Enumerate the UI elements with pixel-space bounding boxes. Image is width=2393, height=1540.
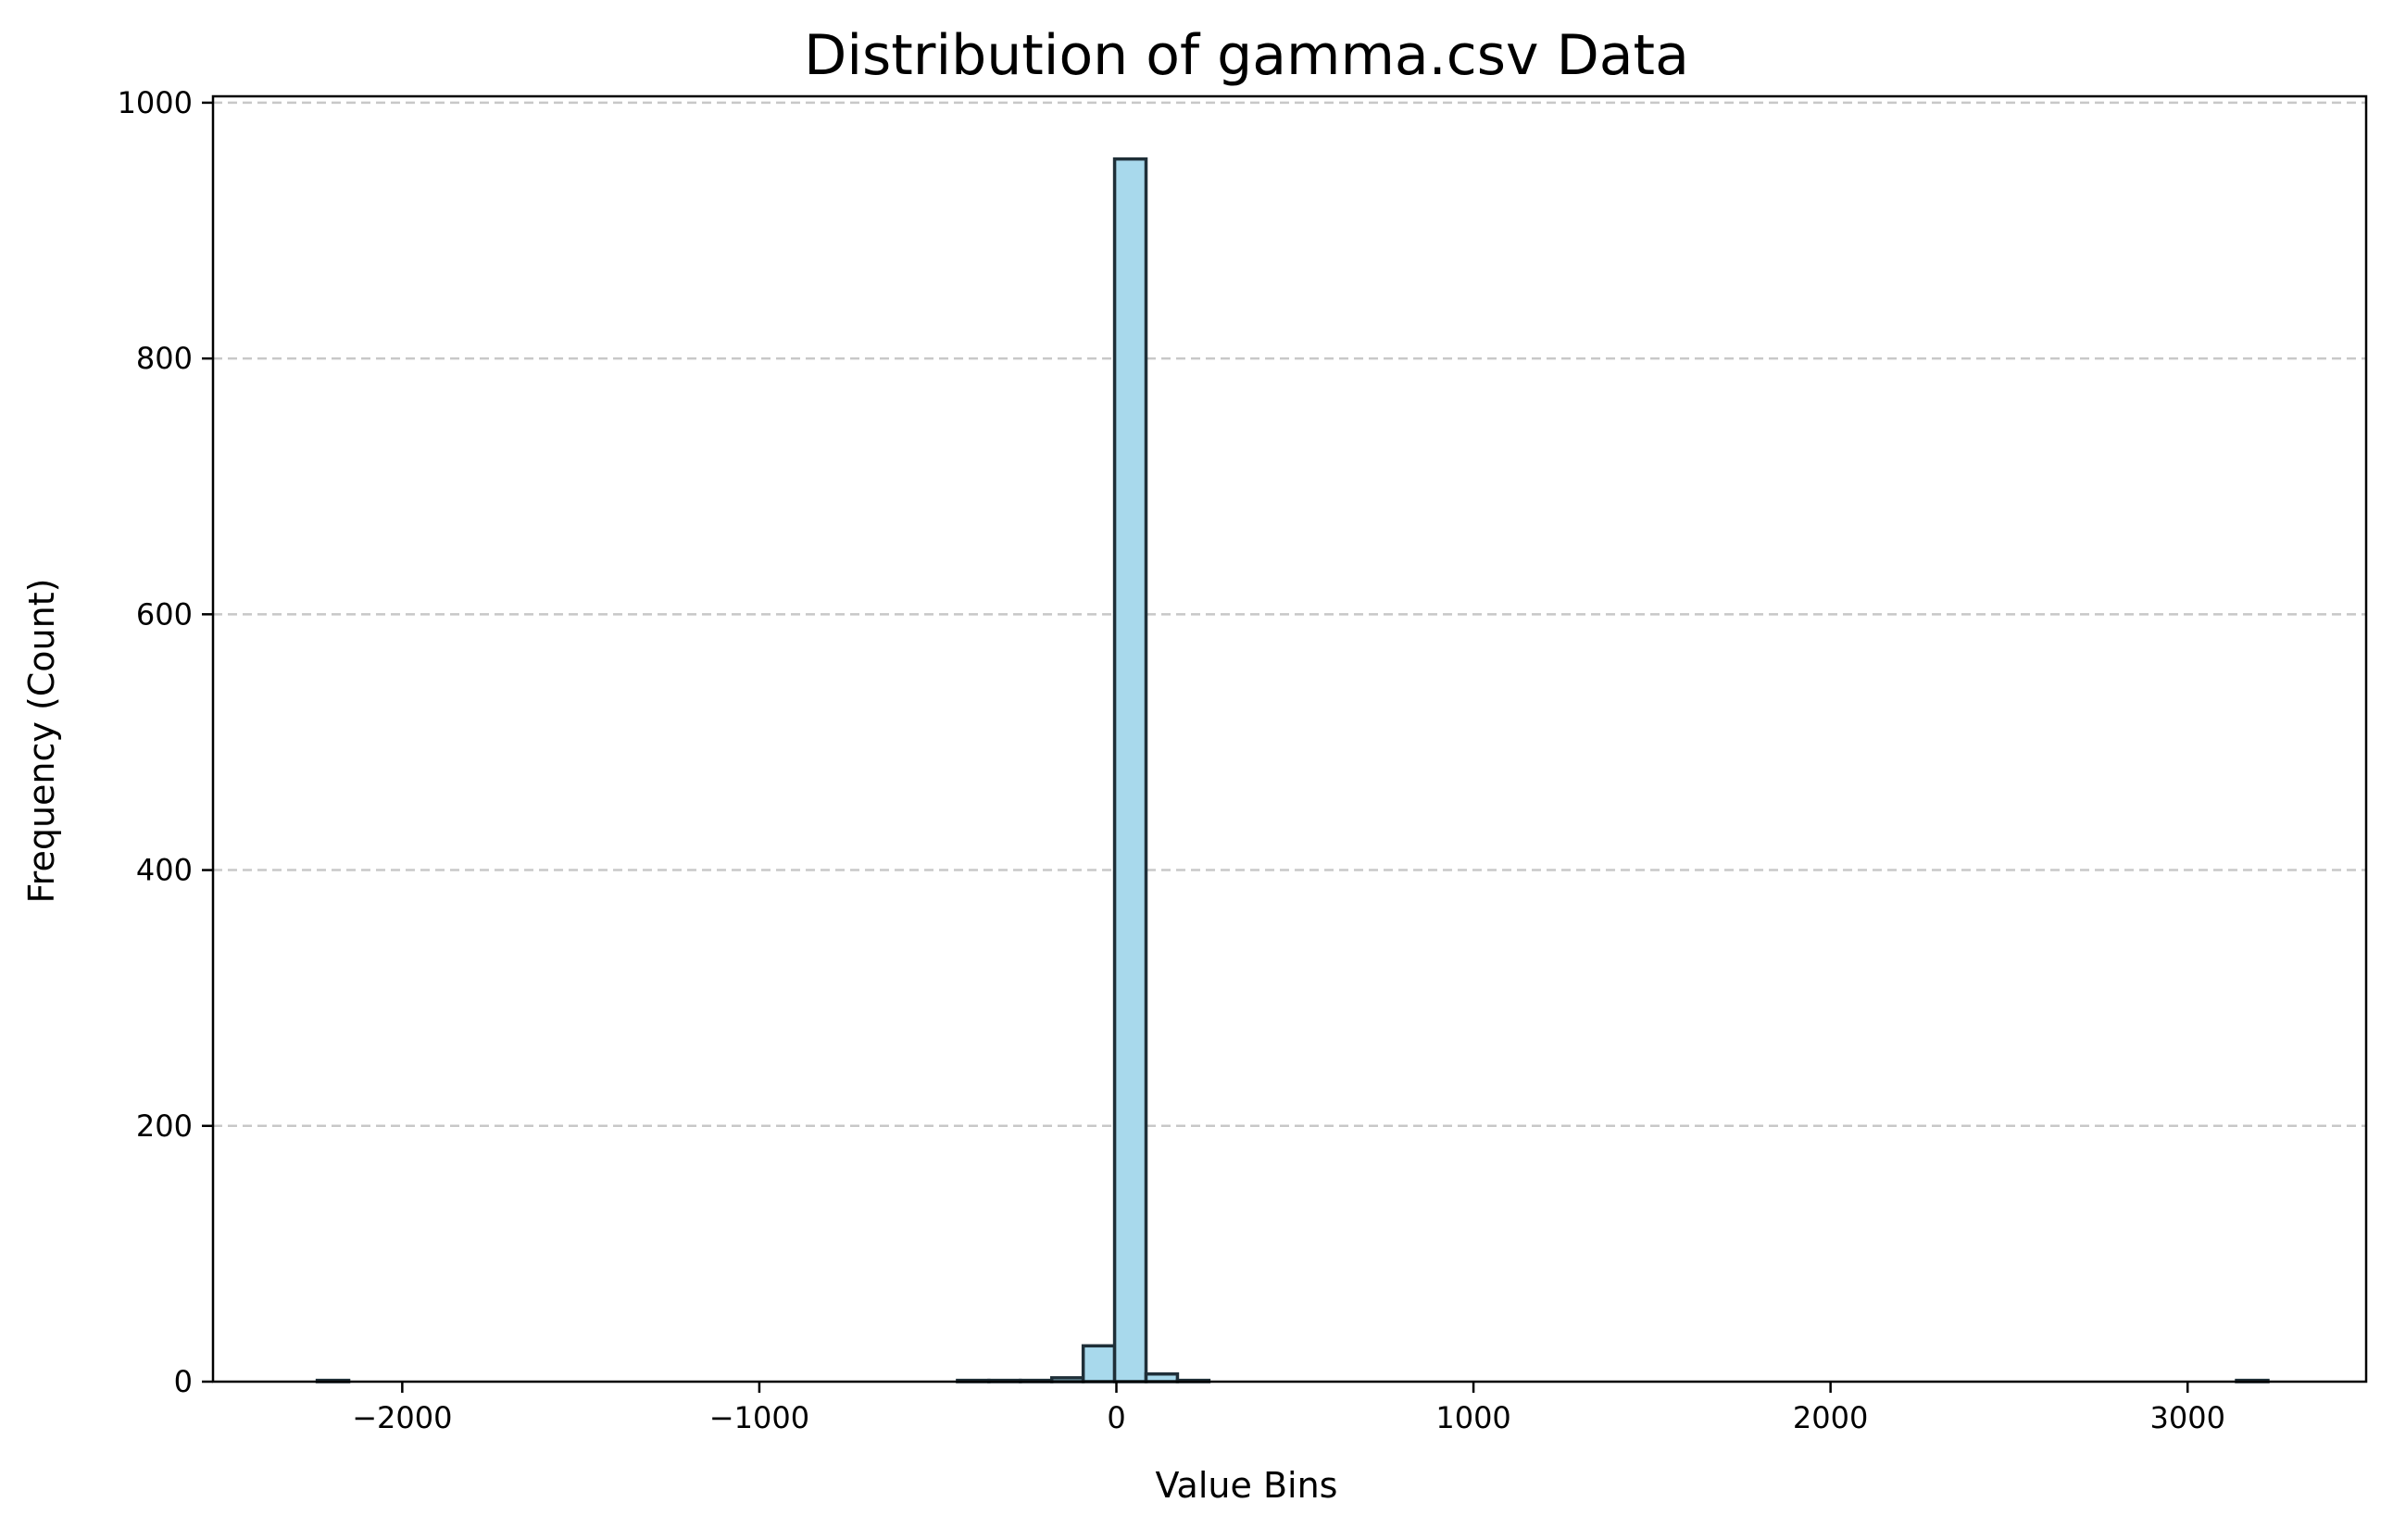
x-axis-label: Value Bins: [1156, 1465, 1338, 1506]
grid-lines: [213, 101, 2366, 1128]
x-tick-label: 3000: [2149, 1400, 2224, 1435]
x-tick-label: 0: [1107, 1400, 1125, 1435]
histogram-bar: [1112, 157, 1148, 1383]
y-tick-label: 0: [174, 1364, 193, 1399]
histogram-bar: [1081, 1344, 1117, 1383]
chart-title: Distribution of gamma.csv Data: [804, 23, 1689, 88]
y-tick-label: 800: [136, 341, 193, 376]
x-tick-label: 1000: [1435, 1400, 1510, 1435]
x-tick-label: 2000: [1793, 1400, 1868, 1435]
x-tick-label: −2000: [352, 1400, 452, 1435]
axes: −2000 −1000 0 1000 2000 3000 0 200 400 600 800 1000: [118, 85, 2368, 1435]
y-tick-label: 400: [136, 853, 193, 888]
y-axis-label: Frequency (Count): [21, 579, 62, 904]
x-tick-label: −1000: [709, 1400, 809, 1435]
y-tick-label: 1000: [118, 85, 193, 120]
plot-frame: [211, 94, 2368, 1383]
y-tick-label: 200: [136, 1108, 193, 1144]
y-tick-label: 600: [136, 596, 193, 632]
